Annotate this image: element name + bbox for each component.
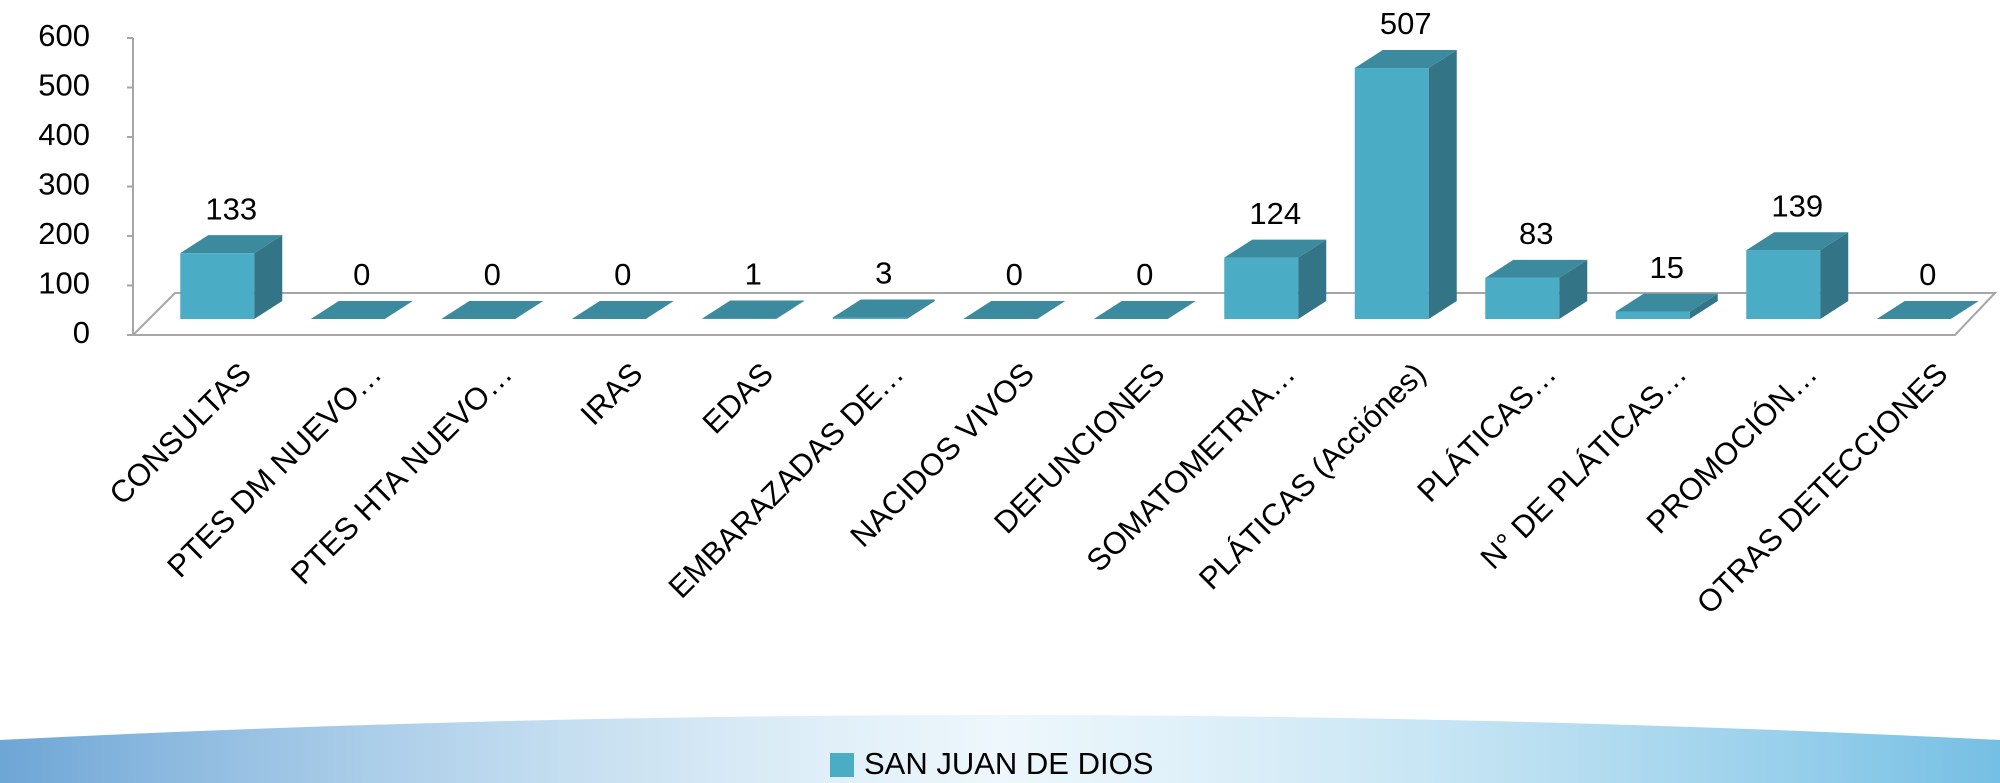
data-label: 139 — [1771, 188, 1823, 223]
bar-top — [1485, 259, 1588, 278]
bar-side — [776, 300, 805, 319]
data-label: 0 — [1919, 257, 1936, 292]
bar-top — [1093, 301, 1196, 319]
bar-side — [906, 299, 935, 319]
bar-top — [180, 235, 283, 254]
bar-side — [254, 235, 283, 319]
data-label: 0 — [484, 257, 501, 292]
bar-front — [180, 253, 255, 319]
bar-side — [1820, 232, 1849, 319]
bar-side — [1559, 259, 1588, 319]
y-tick-label: 300 — [38, 167, 90, 202]
data-label: 124 — [1249, 196, 1301, 231]
y-tick-label: 0 — [73, 315, 90, 350]
bar-top — [310, 301, 413, 319]
x-tick-label: PTES HTA NUEVO… — [284, 356, 519, 591]
bar-top — [963, 301, 1066, 319]
bar-top — [1746, 232, 1849, 251]
bar-top — [1876, 301, 1979, 319]
bar-top — [1354, 50, 1457, 69]
legend: SAN JUAN DE DIOS — [830, 746, 1153, 781]
x-tick-label: EDAS — [696, 356, 780, 440]
bar-front — [1354, 68, 1429, 319]
x-tick-label: EMBARAZADAS DE… — [662, 356, 911, 605]
bar-side — [1689, 293, 1718, 319]
floor — [130, 292, 1998, 336]
bar-side — [1298, 239, 1327, 319]
bar-front — [1224, 257, 1299, 319]
bar-top — [702, 300, 805, 319]
bar-front — [832, 317, 907, 319]
legend-label: SAN JUAN DE DIOS — [864, 746, 1153, 781]
data-label: 0 — [1136, 257, 1153, 292]
x-tick-label: PLÁTICAS (Acciónes) — [1192, 356, 1432, 596]
data-label: 83 — [1519, 216, 1553, 251]
bar-front — [1746, 250, 1821, 319]
bar-front — [1615, 311, 1690, 319]
bar-top — [441, 301, 544, 319]
data-label: 3 — [875, 256, 892, 291]
x-tick-label: PTES DM NUEVO… — [160, 356, 388, 584]
x-tick-label: IRAS — [574, 356, 650, 432]
y-tick-label: 100 — [38, 266, 90, 301]
data-label: 507 — [1380, 6, 1432, 41]
bar-top — [832, 299, 935, 318]
y-tick-label: 200 — [38, 216, 90, 251]
y-tick-label: 400 — [38, 117, 90, 152]
bar-top — [1224, 239, 1327, 258]
data-label: 133 — [205, 191, 257, 226]
data-label: 0 — [614, 257, 631, 292]
bar-front — [1485, 277, 1560, 319]
data-label: 15 — [1650, 250, 1684, 285]
data-label: 0 — [1006, 257, 1023, 292]
x-tick-label: OTRAS DETECCIONES — [1690, 356, 1955, 621]
bar-side — [1428, 50, 1457, 319]
bar-top — [1615, 293, 1718, 312]
y-tick-label: 500 — [38, 68, 90, 103]
data-label: 0 — [353, 257, 370, 292]
y-tick-label: 600 — [38, 18, 90, 53]
background-swoosh — [0, 715, 2000, 783]
data-label: 1 — [745, 257, 762, 292]
legend-swatch — [830, 753, 854, 777]
bar-top — [571, 301, 674, 319]
